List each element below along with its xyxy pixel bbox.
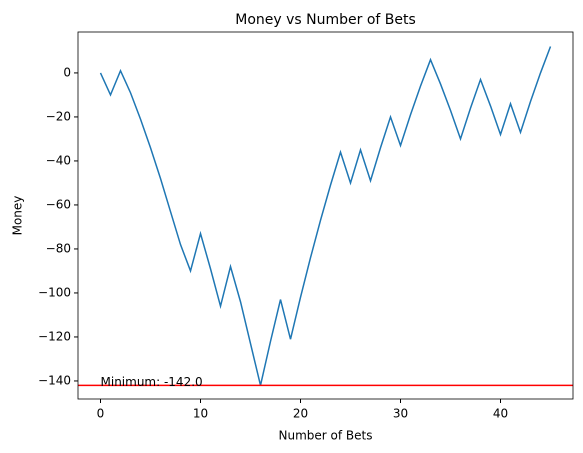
- y-axis-label: Money: [11, 196, 25, 236]
- chart-title: Money vs Number of Bets: [235, 12, 416, 28]
- line-series: [99, 46, 552, 386]
- y-tick-label: −60: [46, 197, 71, 211]
- x-tick-label: 10: [193, 407, 208, 421]
- y-tick-label: −120: [38, 329, 71, 343]
- x-tick-label: 0: [97, 407, 105, 421]
- y-tick-label: −40: [46, 153, 71, 167]
- y-tick-label: 0: [63, 65, 71, 79]
- x-tick-label: 30: [393, 407, 408, 421]
- y-tick-label: −100: [38, 285, 71, 299]
- annotation: Minimum: -142.0: [101, 375, 203, 389]
- x-axis-label: Number of Bets: [279, 429, 373, 443]
- y-tick-label: −20: [46, 109, 71, 123]
- x-tick-label: 20: [293, 407, 308, 421]
- plot-frame: [77, 31, 574, 400]
- y-tick-label: −140: [38, 373, 71, 387]
- x-tick-label: 40: [493, 407, 508, 421]
- y-tick-label: −80: [46, 241, 71, 255]
